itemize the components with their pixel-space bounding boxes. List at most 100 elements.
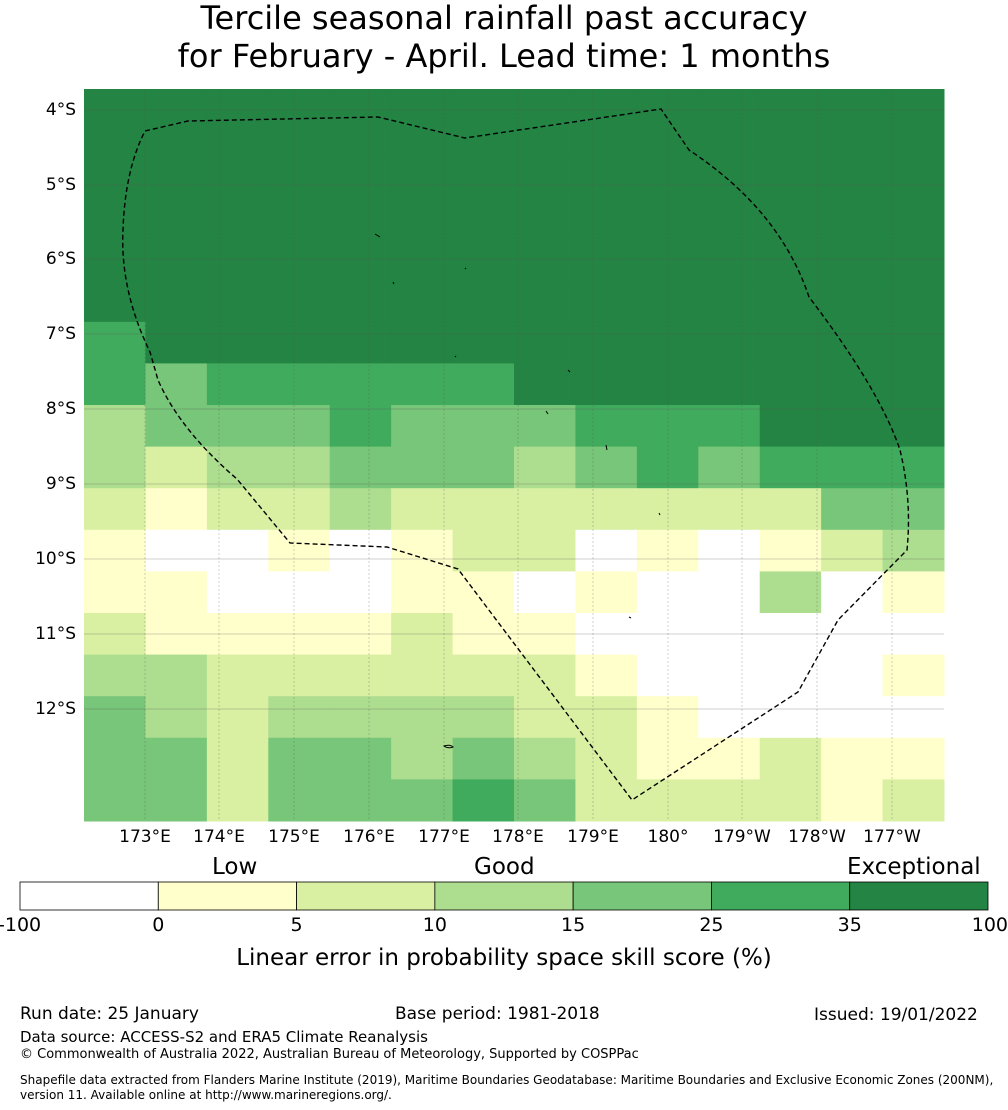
grid-cell: [514, 529, 576, 572]
latitude-label: 8°S: [45, 399, 76, 419]
grid-cell: [329, 488, 392, 531]
grid-cell: [882, 571, 945, 614]
grid-cell: [821, 113, 884, 156]
grid-cell: [882, 696, 945, 739]
grid-cell: [514, 654, 576, 697]
grid-cell: [759, 280, 822, 323]
grid-cell: [759, 363, 822, 406]
colorbar: [19, 881, 989, 911]
grid-cell: [575, 89, 638, 115]
colorbar-segment: [572, 881, 712, 911]
grid-cell: [391, 197, 454, 240]
grid-cell: [452, 654, 515, 697]
grid-cell: [821, 696, 884, 739]
grid-cell: [452, 363, 515, 406]
grid-cell: [821, 197, 884, 240]
grid-cell: [84, 737, 146, 780]
chart-title: Tercile seasonal rainfall past accuracy …: [0, 0, 1008, 75]
grid-cell: [514, 363, 576, 406]
grid-cell: [268, 238, 331, 281]
grid-cell: [268, 197, 331, 240]
longitude-label: 178°W: [788, 827, 846, 847]
grid-cell: [206, 529, 269, 572]
grid-cell: [268, 779, 331, 822]
title-line-1: Tercile seasonal rainfall past accuracy: [200, 0, 808, 37]
grid-cell: [391, 280, 454, 323]
grid-cell: [698, 488, 761, 531]
grid-cell: [391, 779, 454, 822]
grid-cell: [329, 363, 392, 406]
grid-cell: [145, 571, 208, 614]
data-source: Data source: ACCESS-S2 and ERA5 Climate …: [20, 1028, 428, 1046]
grid-cell: [514, 696, 576, 739]
grid-cell: [145, 529, 208, 572]
category-good-label: Good: [474, 854, 535, 880]
grid-cell: [698, 696, 761, 739]
grid-cell: [759, 737, 822, 780]
grid-cell: [575, 363, 638, 406]
grid-cell: [145, 113, 208, 156]
grid-cell: [821, 238, 884, 281]
grid-cell: [452, 488, 515, 531]
grid-cell: [329, 446, 392, 489]
longitude-label: 180°: [647, 827, 689, 847]
grid-cell: [575, 779, 638, 822]
grid-cell: [698, 280, 761, 323]
island: [464, 267, 467, 270]
grid-cell: [84, 654, 146, 697]
grid-cell: [575, 654, 638, 697]
grid-cell: [206, 654, 269, 697]
grid-cell: [452, 238, 515, 281]
grid-cell: [514, 89, 576, 115]
longitude-label: 177°W: [863, 827, 921, 847]
grid-cell: [698, 779, 761, 822]
colorbar-segment: [19, 881, 159, 911]
islands: [374, 233, 661, 749]
grid-cell: [206, 238, 269, 281]
grid-cell: [452, 89, 515, 115]
island: [605, 444, 608, 451]
grid-cell: [759, 571, 822, 614]
grid-cell: [698, 405, 761, 448]
grid-cell: [145, 89, 208, 115]
grid-cell: [391, 238, 454, 281]
grid-cell: [145, 155, 208, 198]
grid-cell: [821, 405, 884, 448]
grid-cell: [206, 571, 269, 614]
grid-cell: [882, 113, 945, 156]
title-line-2: for February - April. Lead time: 1 month…: [177, 37, 831, 75]
grid-cell: [759, 197, 822, 240]
island: [567, 369, 571, 373]
grid-cell: [882, 488, 945, 531]
island: [442, 744, 454, 749]
grid-cell: [514, 488, 576, 531]
base-period: Base period: 1981-2018: [395, 1004, 600, 1024]
grid-cell: [145, 321, 208, 364]
grid-cell: [514, 446, 576, 489]
colorbar-segment: [711, 881, 851, 911]
colorbar-tick-label: 0: [152, 914, 165, 936]
longitude-label: 173°E: [119, 827, 171, 847]
grid-cell: [882, 737, 945, 780]
grid-cell: [145, 654, 208, 697]
eez-boundary: [122, 108, 910, 801]
latitude-label: 7°S: [45, 324, 76, 344]
colorbar-title: Linear error in probability space skill …: [236, 945, 772, 971]
grid-cell: [759, 446, 822, 489]
grid-cell: [698, 363, 761, 406]
grid-cell: [452, 696, 515, 739]
grid-cell: [145, 405, 208, 448]
grid-cell: [821, 446, 884, 489]
colorbar-tick-label: 35: [837, 914, 862, 936]
colorbar-tick-label: 10: [422, 914, 447, 936]
grid-cell: [759, 113, 822, 156]
grid-cell: [514, 321, 576, 364]
grid-cell: [145, 197, 208, 240]
grid-cell: [84, 696, 146, 739]
grid-cell: [759, 405, 822, 448]
longitude-label: 175°E: [268, 827, 320, 847]
run-date: Run date: 25 January: [20, 1004, 199, 1024]
grid-cell: [84, 155, 146, 198]
grid-cell: [268, 488, 331, 531]
